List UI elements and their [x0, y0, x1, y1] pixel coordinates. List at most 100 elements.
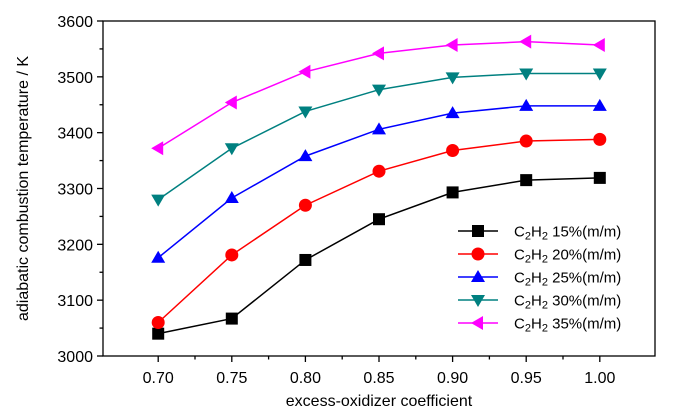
legend-label-part: H [531, 247, 542, 264]
legend-label-part: H [531, 270, 542, 287]
legend: C2H2 15%(m/m)C2H2 20%(m/m)C2H2 25%(m/m)C… [458, 224, 621, 335]
data-point [225, 312, 238, 325]
data-point [372, 46, 384, 61]
legend-label-part: C [514, 316, 525, 333]
data-point [519, 134, 533, 148]
x-tick-label: 0.95 [511, 370, 542, 387]
data-point [151, 141, 164, 156]
data-point [224, 190, 239, 203]
y-tick-label: 3500 [57, 70, 93, 87]
x-tick-label: 1.00 [584, 370, 615, 387]
x-tick-label: 0.85 [363, 370, 394, 387]
legend-item: C2H2 20%(m/m) [458, 247, 621, 266]
y-tick-label: 3000 [57, 349, 93, 366]
y-tick-label: 3600 [57, 14, 93, 31]
legend-label-part: C [514, 224, 525, 241]
y-tick-label: 3200 [57, 237, 93, 254]
legend-item: C2H2 30%(m/m) [458, 293, 621, 312]
series-3 [151, 68, 607, 207]
legend-label-part: H [531, 224, 542, 241]
y-axis: 3000 3100 3200 3300 3400 3500 3600 [57, 14, 103, 366]
data-point [224, 143, 239, 156]
series-0 [152, 171, 606, 340]
x-axis: 0.70 0.75 0.80 0.85 0.90 0.95 1.00 [143, 356, 615, 387]
y-tick-label: 3100 [57, 293, 93, 310]
data-point [446, 186, 459, 199]
x-tick-label: 0.70 [143, 370, 174, 387]
data-point [592, 68, 607, 81]
legend-label-part: 35%(m/m) [548, 316, 621, 333]
legend-label-part: C [514, 270, 525, 287]
data-point [372, 122, 386, 135]
data-point [299, 253, 312, 266]
legend-label-part: 20%(m/m) [548, 247, 621, 264]
series-layer [151, 34, 607, 340]
legend-item: C2H2 25%(m/m) [458, 270, 621, 289]
data-point [519, 98, 534, 111]
legend-label: C2H2 25%(m/m) [514, 270, 621, 289]
x-tick-label: 0.80 [290, 370, 321, 387]
series-2 [151, 98, 607, 263]
data-point [152, 327, 165, 340]
series-4 [151, 34, 605, 156]
x-tick-label: 0.75 [216, 370, 247, 387]
legend-label-subscript: 2 [525, 300, 531, 312]
data-point [298, 198, 312, 212]
data-point [225, 248, 239, 262]
legend-label: C2H2 20%(m/m) [514, 247, 621, 266]
legend-label-subscript: 2 [525, 254, 531, 266]
legend-item: C2H2 15%(m/m) [458, 224, 621, 243]
legend-label-subscript: 2 [542, 323, 548, 335]
data-point [445, 72, 460, 85]
data-point [224, 95, 237, 110]
data-point [446, 144, 460, 158]
legend-label-subscript: 2 [525, 231, 531, 243]
legend-label-part: H [531, 316, 542, 333]
data-point [593, 132, 607, 146]
y-axis-label: adiabatic combustion temperature / K [15, 56, 32, 321]
data-point [519, 34, 532, 49]
legend-label-subscript: 2 [525, 277, 531, 289]
legend-label-subscript: 2 [542, 300, 548, 312]
legend-marker [471, 270, 485, 282]
legend-marker [471, 247, 485, 261]
legend-marker [472, 225, 484, 237]
y-tick-label: 3300 [57, 182, 93, 199]
legend-label-part: 15%(m/m) [548, 224, 621, 241]
legend-label: C2H2 15%(m/m) [514, 224, 621, 243]
data-point [298, 106, 313, 119]
legend-label-subscript: 2 [542, 231, 548, 243]
legend-marker [471, 295, 485, 307]
data-point [592, 98, 607, 111]
x-axis-label: excess-oxidizer coefficient [286, 393, 473, 410]
data-point [593, 171, 606, 184]
legend-label-part: C [514, 247, 525, 264]
data-point [520, 174, 533, 187]
data-point [445, 38, 458, 53]
data-point [151, 194, 166, 207]
data-point [151, 250, 166, 263]
data-point [298, 149, 313, 162]
data-point [372, 164, 386, 178]
legend-marker [471, 316, 483, 330]
legend-label-subscript: 2 [525, 323, 531, 335]
data-point [372, 84, 386, 97]
legend-label-part: C [514, 293, 525, 310]
data-point [519, 68, 534, 81]
data-point [298, 64, 311, 79]
legend-label-part: 30%(m/m) [548, 293, 621, 310]
legend-label-subscript: 2 [542, 254, 548, 266]
x-tick-label: 0.90 [437, 370, 468, 387]
legend-label-part: 25%(m/m) [548, 270, 621, 287]
y-tick-label: 3400 [57, 126, 93, 143]
data-point [373, 213, 385, 226]
legend-label-subscript: 2 [542, 277, 548, 289]
legend-item: C2H2 35%(m/m) [458, 316, 621, 335]
legend-label-part: H [531, 293, 542, 310]
legend-label: C2H2 30%(m/m) [514, 293, 621, 312]
data-point [592, 38, 605, 53]
data-point [151, 316, 165, 329]
data-point [445, 106, 460, 119]
series-1 [151, 132, 607, 329]
